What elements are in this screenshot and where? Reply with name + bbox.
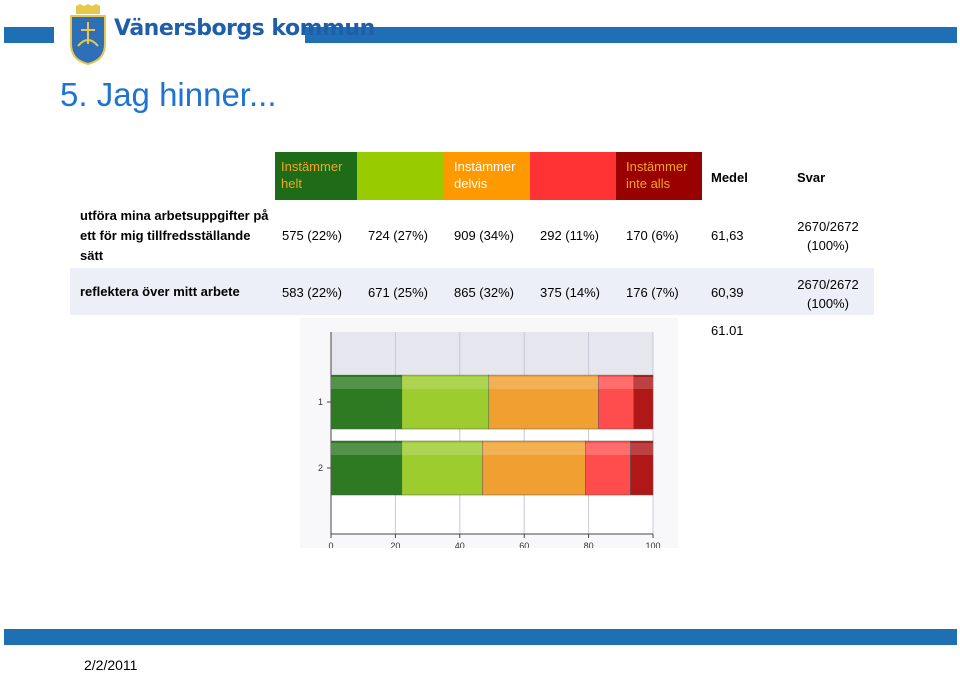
col-header-label: Instämmer delvis [454,159,516,191]
cell-value: 292 (11%) [540,228,600,243]
col-header-2 [357,152,444,200]
svar-count: 2670/2672 [797,219,859,234]
bar-segment [633,374,654,430]
footer-band [4,629,957,645]
x-tick-label: 40 [455,541,465,548]
footer-date: 2/2/2011 [84,657,138,673]
x-tick-label: 20 [390,541,400,548]
header-band-right [305,27,957,43]
col-header-instammer-delvis: Instämmer delvis [444,152,530,200]
y-tick-label: 1 [318,397,323,407]
svar-count: 2670/2672 [797,277,859,292]
svar-header: Svar [797,170,826,185]
header-band-left [4,27,54,43]
stacked-bar-chart-container: 0 20 40 60 80 100 1 2 [300,318,678,551]
x-tick-label: 80 [584,541,594,548]
medel-value: 60,39 [711,285,744,300]
coat-of-arms-logo [68,4,108,66]
cell-value: 583 (22%) [282,285,342,300]
x-tick-label: 0 [328,541,333,548]
row-label: reflektera över mitt arbete [80,284,240,299]
x-tick-label: 100 [645,541,660,548]
x-tick-label: 60 [519,541,529,548]
bar-highlight [331,377,402,389]
medel-header: Medel [711,170,748,185]
header-band [0,27,960,43]
bar-segment [630,440,654,496]
medel-value: 61,63 [711,228,744,243]
overall-medel: 61.01 [711,323,744,338]
svar-value: 2670/2672 (100%) [783,217,873,255]
col-header-label: Instämmer helt [281,159,343,191]
col-header-instammer-helt: Instämmer helt [275,152,357,200]
cell-value: 575 (22%) [282,228,342,243]
bar-highlight [585,443,631,455]
bar-highlight [598,377,634,389]
svar-pct: (100%) [807,238,849,253]
cell-value: 671 (25%) [368,285,428,300]
svar-value: 2670/2672 (100%) [783,275,873,313]
plot-top-band [331,332,653,374]
bar-highlight [331,443,402,455]
cell-value: 909 (34%) [454,228,514,243]
col-header-4 [530,152,616,200]
svar-pct: (100%) [807,296,849,311]
bar-highlight [633,377,653,389]
footer-band-bar [4,629,957,645]
bar-segment [401,374,490,430]
bar-highlight [482,443,586,455]
cell-value: 724 (27%) [368,228,428,243]
cell-value: 865 (32%) [454,285,514,300]
cell-value: 375 (14%) [540,285,600,300]
cell-value: 170 (6%) [626,228,679,243]
bar-highlight [401,377,489,389]
org-name: Vänersborgs kommun [114,16,375,41]
cell-value: 176 (7%) [626,285,679,300]
y-tick-label: 2 [318,463,323,473]
row-label: utföra mina arbetsuppgifter på ett för m… [80,208,269,263]
table-row-2-background [70,268,874,315]
bar-highlight [488,377,599,389]
bar-segment [330,440,403,496]
bar-segment [401,440,483,496]
col-header-label: Instämmer inte alls [626,159,688,191]
page-title: 5. Jag hinner... [60,76,277,113]
bar-segment [585,440,631,496]
col-header-instammer-inte-alls: Instämmer inte alls [616,152,702,200]
bar-highlight [630,443,653,455]
stacked-bar-chart: 0 20 40 60 80 100 1 2 [318,332,661,551]
bar-segment [488,374,599,430]
bar-segment [330,374,403,430]
bar-highlight [401,443,483,455]
bar-segment [482,440,586,496]
